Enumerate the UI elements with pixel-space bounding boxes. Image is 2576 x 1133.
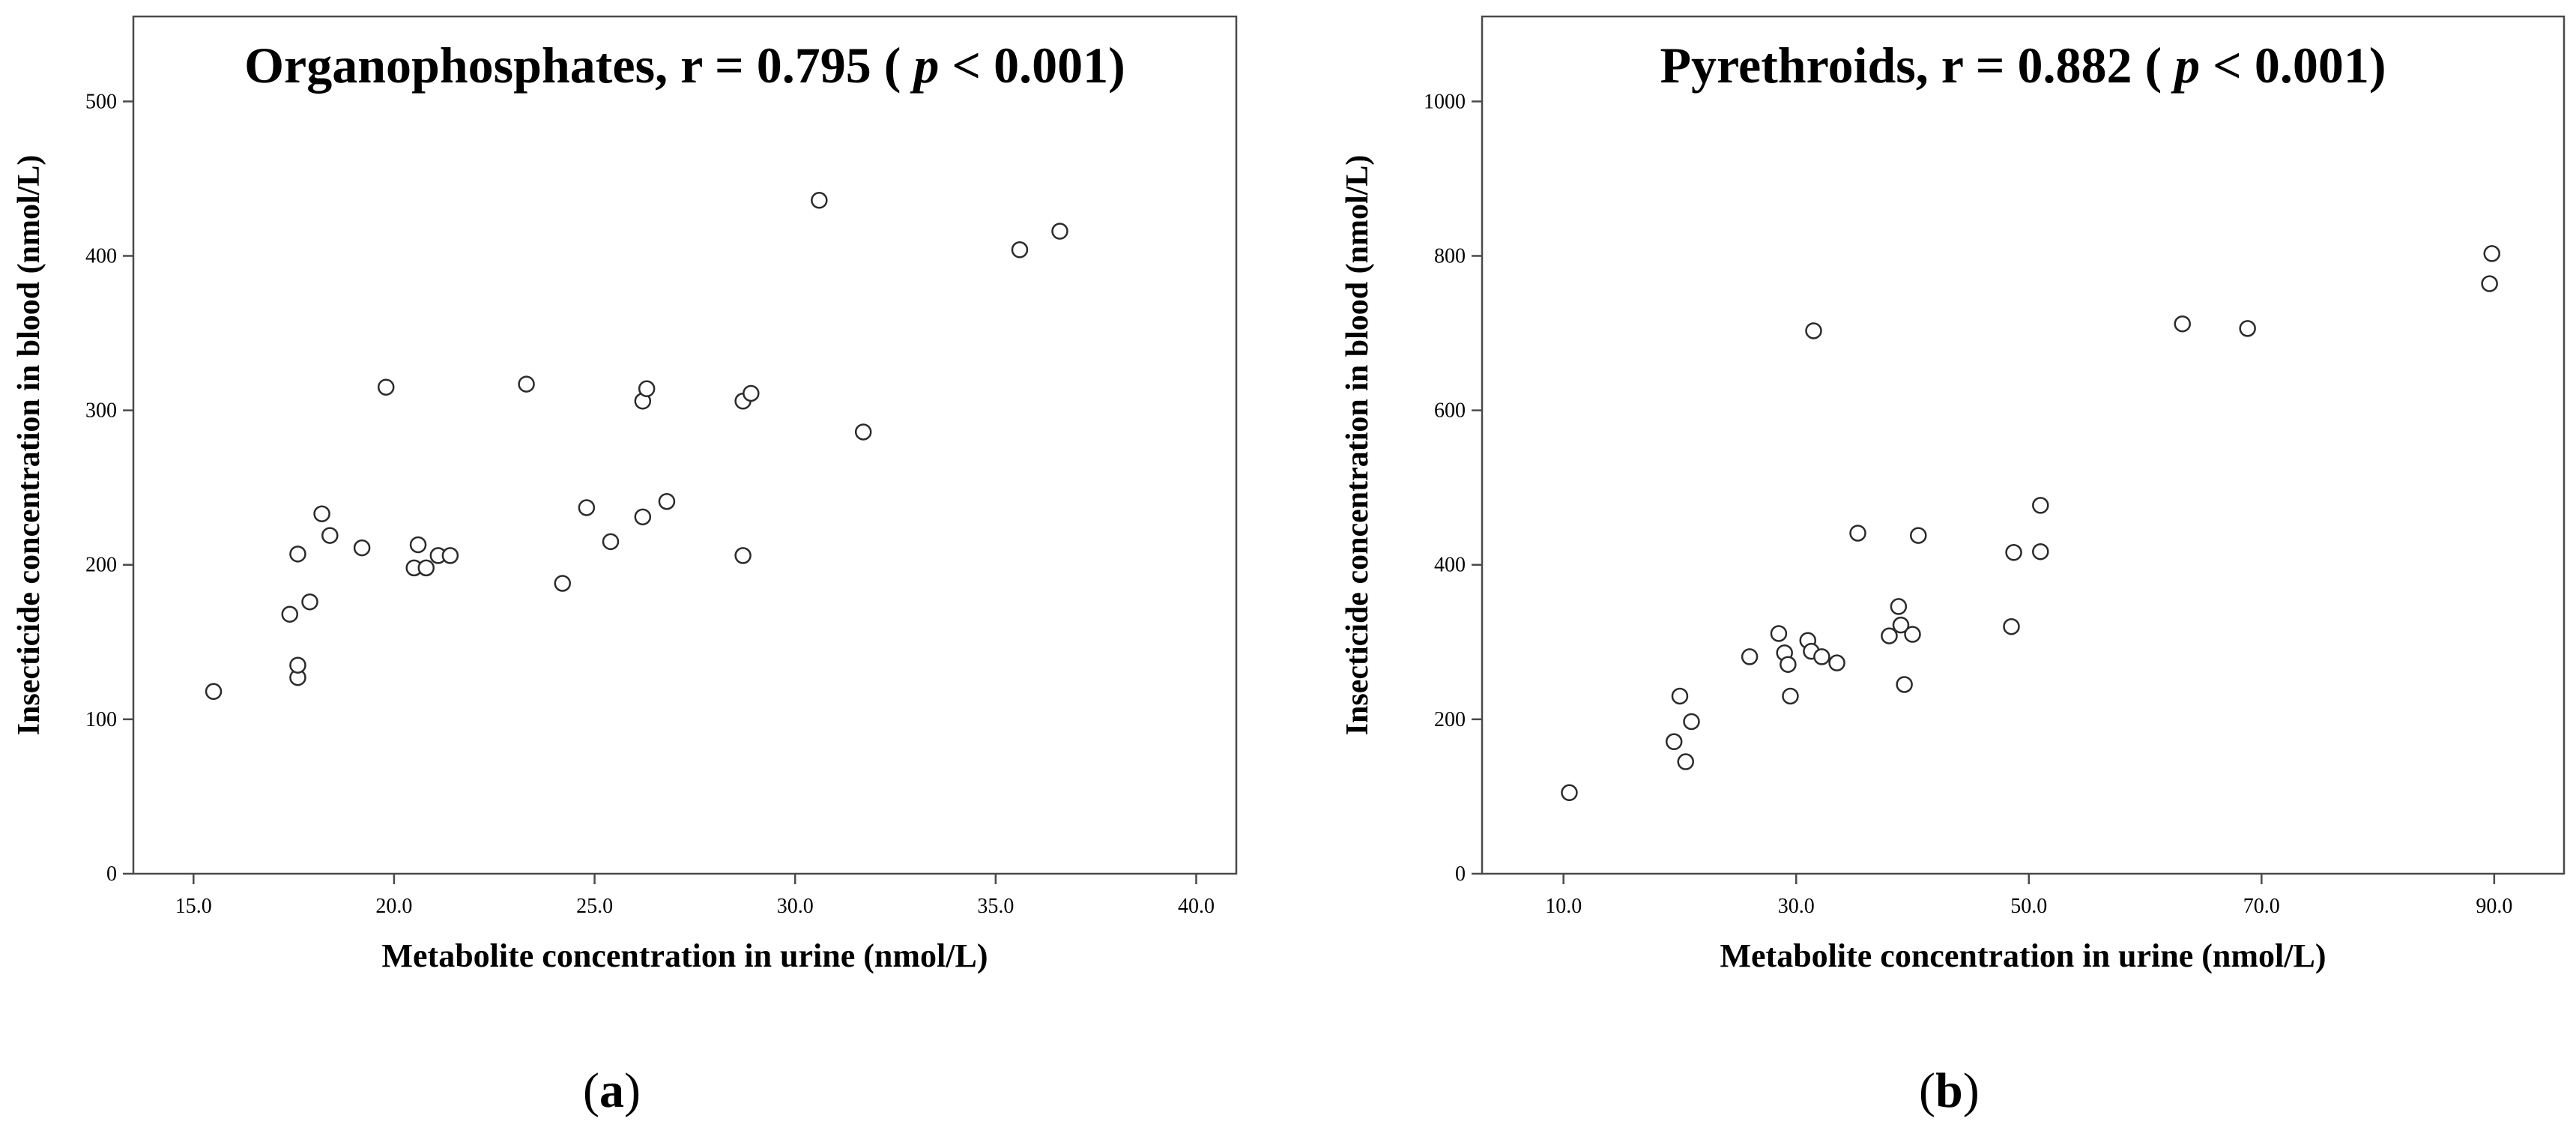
data-point (2481, 275, 2498, 292)
chart-title-tail: < 0.001) (939, 37, 1125, 94)
chart-title-main: Organophosphates, r = 0.795 ( (244, 37, 913, 94)
panel-a-caption: (a) (583, 1063, 641, 1118)
chart-title: Organophosphates, r = 0.795 ( p < 0.001) (244, 37, 1125, 94)
data-point (1683, 713, 1700, 731)
y-tick-label: 600 (1434, 399, 1466, 423)
data-point (2174, 315, 2191, 333)
data-point (854, 423, 872, 441)
data-point (2032, 543, 2049, 561)
x-tick-label: 15.0 (175, 895, 212, 918)
data-point (1011, 241, 1029, 259)
data-point (377, 378, 395, 396)
data-point (1890, 598, 1908, 615)
x-tick-label: 10.0 (1545, 895, 1582, 918)
panel-a-label: a (599, 1063, 624, 1118)
plot-area (1481, 15, 2566, 875)
data-point (1904, 626, 1921, 643)
plot-area (132, 15, 1238, 875)
data-point (1665, 733, 1683, 751)
y-tick-label: 100 (85, 708, 117, 731)
data-point (1770, 625, 1788, 642)
x-tick-label: 30.0 (777, 895, 814, 918)
panel-b: 0 200 400 600 800 1000 10.0 30.0 50.0 70.0 90.0 Pyr… (1340, 15, 2566, 974)
data-point (1813, 648, 1830, 665)
data-point (2239, 320, 2256, 337)
data-point (1881, 627, 1898, 644)
data-point (734, 547, 752, 564)
data-point (811, 192, 828, 209)
data-point (638, 380, 656, 398)
y-tick-label: 400 (85, 244, 117, 268)
data-point (417, 559, 435, 577)
data-point (1741, 648, 1759, 665)
panel-b-caption: (b) (1919, 1063, 1980, 1118)
x-tick-label: 40.0 (1178, 895, 1215, 918)
data-point (281, 605, 299, 623)
x-tick-label: 20.0 (375, 895, 412, 918)
data-point (1849, 525, 1866, 542)
data-point (658, 492, 676, 510)
data-point (1677, 753, 1694, 770)
data-point (602, 533, 620, 551)
data-point (518, 375, 535, 393)
data-point (1805, 322, 1822, 339)
chart-title-p: p (2171, 37, 2200, 94)
panel-b-label: b (1935, 1063, 1963, 1118)
panel-a: 0 100 200 300 400 500 15.0 20.0 25.0 30.0 35.0 40.0… (12, 15, 1238, 974)
x-axis-label: Metabolite concentration in urine (nmol/… (1720, 937, 2326, 974)
data-point (409, 536, 427, 554)
data-point (321, 527, 339, 544)
x-tick-label: 30.0 (1778, 895, 1815, 918)
data-point (1892, 616, 1910, 634)
y-tick-label: 300 (85, 399, 117, 423)
data-point (2003, 617, 2020, 635)
y-tick-label: 200 (1434, 708, 1466, 731)
chart-title-p: p (910, 37, 939, 94)
y-tick-label: 400 (1434, 554, 1466, 577)
data-point (289, 656, 306, 674)
x-tick-label: 70.0 (2243, 895, 2280, 918)
chart-title-main: Pyrethroids, r = 0.882 ( (1660, 37, 2174, 94)
x-tick-label: 50.0 (2010, 895, 2047, 918)
y-axis-label: Insecticide concentration in blood (nmol… (12, 155, 46, 736)
y-axis-label: Insecticide concentration in blood (nmol… (1340, 155, 1375, 736)
y-tick-label: 200 (85, 554, 117, 577)
x-tick-label: 25.0 (576, 895, 613, 918)
data-point (1051, 223, 1068, 240)
data-point (1896, 676, 1913, 693)
y-tick-label: 800 (1434, 244, 1466, 268)
y-tick-label: 500 (85, 90, 117, 113)
data-point (1782, 687, 1799, 705)
data-point (441, 547, 459, 564)
y-tick-label: 1000 (1424, 90, 1466, 113)
data-point (301, 593, 318, 611)
data-point (1910, 527, 1927, 544)
data-point (289, 546, 306, 563)
data-point (313, 505, 330, 522)
data-point (1671, 687, 1689, 705)
y-tick-label: 0 (106, 862, 117, 886)
data-point (634, 508, 652, 526)
chart-title: Pyrethroids, r = 0.882 ( p < 0.001) (1660, 37, 2386, 94)
data-point (2005, 544, 2022, 561)
y-tick-label: 0 (1455, 862, 1466, 886)
data-point (1780, 656, 1797, 673)
data-point (1828, 654, 1845, 671)
data-point (1561, 784, 1578, 802)
data-point (578, 499, 596, 516)
x-tick-label: 90.0 (2476, 895, 2512, 918)
data-point (2483, 245, 2500, 262)
data-point (743, 384, 760, 402)
data-point (2032, 497, 2049, 514)
x-tick-label: 35.0 (977, 895, 1014, 918)
x-axis-label: Metabolite concentration in urine (nmol/… (381, 937, 988, 974)
data-point (205, 683, 223, 701)
data-point (353, 539, 371, 557)
chart-title-tail: < 0.001) (2200, 37, 2386, 94)
data-point (554, 575, 571, 592)
